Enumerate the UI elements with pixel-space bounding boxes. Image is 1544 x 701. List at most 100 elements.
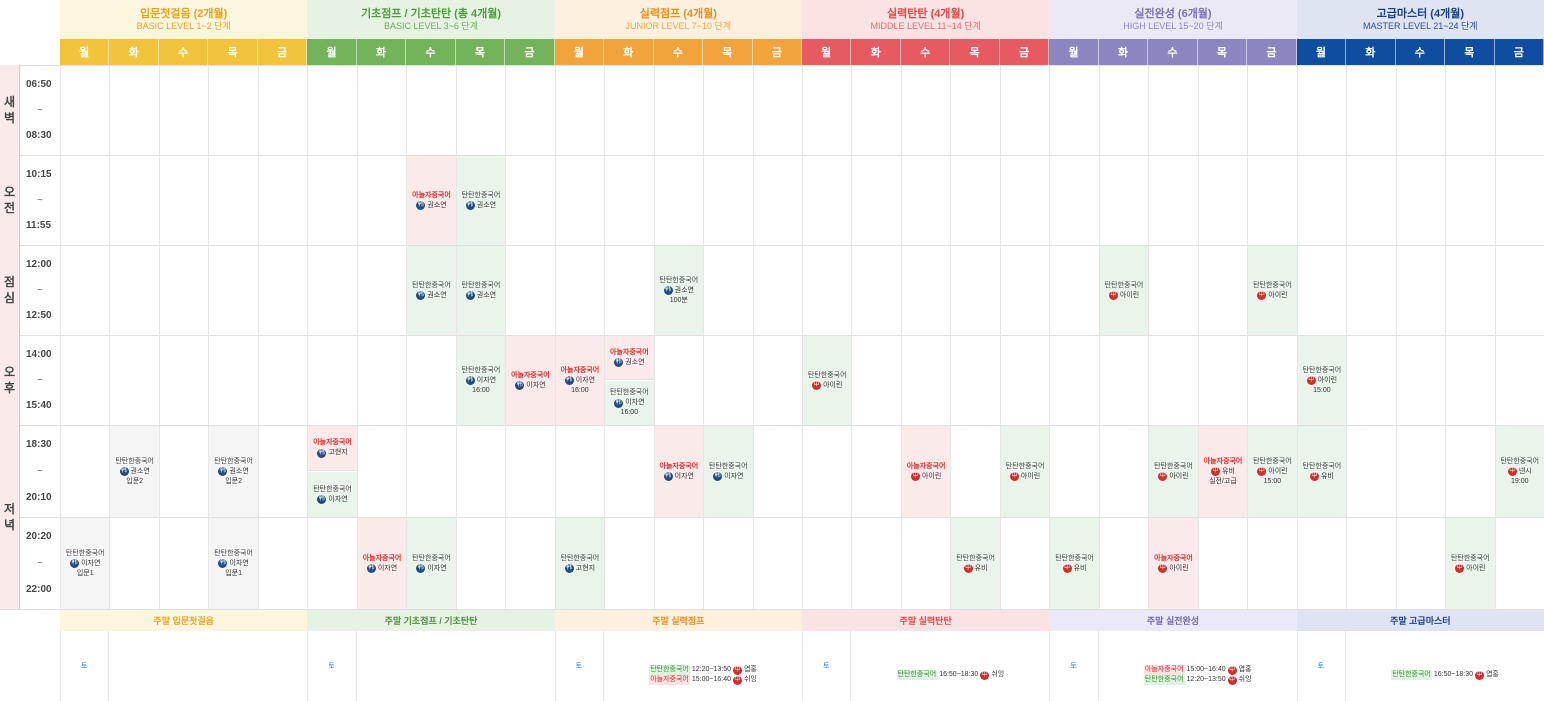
teacher-badge-icon: 韩	[317, 448, 327, 458]
row-divider	[0, 155, 1544, 156]
class-cell[interactable]: 탄탄한중국어 中 아이린 15:00	[1297, 336, 1347, 425]
class-cell[interactable]: 아놀자중국어 韩 이자연	[654, 426, 704, 517]
teacher-name: 이자연	[328, 495, 348, 503]
row-divider	[0, 65, 1544, 66]
class-cell[interactable]: 탄탄한중국어 韩 권소연 입문2	[209, 426, 258, 517]
teacher-row: 韩 권소연	[465, 291, 496, 301]
class-cell[interactable]: 탄탄한중국어 韩 권소연 100분	[654, 246, 704, 335]
class-name: 탄탄한중국어	[1104, 281, 1144, 289]
column-divider	[950, 65, 952, 609]
class-name: 탄탄한중국어	[610, 389, 649, 396]
class-cell[interactable]: 탄탄한중국어 中 아이린 15:00	[1248, 426, 1297, 517]
teacher-badge-icon: 中	[980, 670, 990, 680]
time-sep: ~	[37, 374, 43, 386]
class-note: 16:00	[620, 409, 639, 416]
column-divider	[257, 65, 259, 609]
column-divider	[455, 65, 457, 609]
teacher-badge-icon: 韩	[515, 381, 525, 390]
weekend-slot-list: 아놀자중국어 15:00~16:40 中 엽홍 탄탄한중국어 12:20~13:50 中 쉬잉	[1099, 649, 1297, 701]
class-cell[interactable]: 아놀자중국어 中 유비 실전/고급	[1198, 426, 1248, 517]
class-cell[interactable]: 탄탄한중국어 韩 이자연	[308, 472, 357, 517]
day-header: 금	[999, 39, 1050, 65]
day-header: 화	[604, 39, 654, 65]
class-name: 탄탄한중국어	[461, 191, 501, 199]
class-cell[interactable]: 탄탄한중국어 韩 이자연	[704, 426, 753, 517]
teacher-badge-icon: 韩	[416, 564, 426, 573]
time-group-label: 새 벽	[0, 65, 20, 155]
teacher-badge-icon: 中	[812, 381, 822, 390]
level-title: 기초점프 / 기초탄탄 (총 4개월)	[360, 7, 502, 20]
class-cell[interactable]: 탄탄한중국어 韩 권소연	[456, 156, 506, 245]
teacher-name: 이자연	[229, 559, 249, 567]
class-cell[interactable]: 탄탄한중국어 中 유비	[1297, 426, 1347, 517]
teacher-name: 유비	[1320, 472, 1334, 480]
weekend-class[interactable]: 아놀자중국어 15:00~16:40 中 쉬잉	[649, 675, 757, 685]
class-cell[interactable]: 탄탄한중국어 韩 권소연	[407, 246, 456, 335]
class-cell[interactable]: 탄탄한중국어 韩 권소연	[456, 246, 506, 335]
class-cell[interactable]: 탄탄한중국어 韩 고현지	[555, 518, 605, 609]
time-start: 14:00	[26, 349, 52, 360]
weekend-class-time: 12:20~13:50	[691, 666, 731, 673]
class-cell[interactable]: 탄탄한중국어 中 아이린	[803, 336, 852, 425]
class-cell[interactable]: 아놀자중국어 韩 이자연	[506, 336, 555, 425]
weekend-class[interactable]: 탄탄한중국어 12:20~13:50 中 엽홍	[649, 665, 757, 675]
class-cell[interactable]: 아놀자중국어 韩 권소연	[605, 336, 654, 380]
weekend-class[interactable]: 탄탄한중국어 16:50~18:30 中 쉬잉	[896, 670, 1004, 680]
time-slot: 10:15 ~11:55	[20, 155, 60, 245]
class-cell[interactable]: 탄탄한중국어 中 넨시 19:00	[1495, 426, 1544, 517]
class-cell[interactable]: 탄탄한중국어 韩 이자연 입문1	[61, 518, 110, 609]
class-cell[interactable]: 탄탄한중국어 中 아이린	[1000, 426, 1050, 517]
class-note: 입문1	[76, 569, 94, 577]
class-cell[interactable]: 탄탄한중국어 韩 권소연 입문2	[110, 426, 159, 517]
class-cell[interactable]: 아놀자중국어 韩 권소연	[407, 156, 456, 245]
teacher-row: 中 아이린	[1158, 564, 1189, 574]
class-cell[interactable]: 아놀자중국어 韩 이자연 16:00	[555, 336, 605, 425]
class-cell[interactable]: 아놀자중국어 中 아이린	[901, 426, 951, 517]
weekend-slot-list: 탄탄한중국어 12:20~13:50 中 엽홍 아놀자중국어 15:00~16:40 中 쉬잉	[604, 649, 802, 701]
weekend-class[interactable]: 탄탄한중국어 16:50~18:30 中 엽홍	[1391, 670, 1499, 680]
level-subtitle: HIGH LEVEL 15~20 단계	[1123, 20, 1223, 31]
class-cell[interactable]: 아놀자중국어 韩 고현지	[308, 426, 357, 471]
teacher-name: 이자연	[724, 472, 744, 480]
time-slot: 12:00 ~12:50	[20, 245, 60, 335]
weekend-class-time: 15:00~16:40	[1186, 666, 1226, 673]
class-name: 아놀자중국어	[362, 554, 402, 562]
column-divider	[60, 631, 61, 701]
class-name: 탄탄한중국어	[214, 549, 253, 557]
time-end: 11:55	[26, 220, 52, 231]
teacher-name: 이자연	[377, 564, 398, 572]
class-cell[interactable]: 아놀자중국어 韩 이자연	[357, 518, 407, 609]
column-divider	[356, 65, 358, 609]
teacher-name: 아이린	[921, 472, 942, 480]
time-group-label: 저 녁	[0, 425, 20, 609]
class-cell[interactable]: 탄탄한중국어 韩 이자연	[407, 518, 456, 609]
class-name: 아놀자중국어	[1203, 457, 1243, 465]
teacher-badge-icon: 中	[963, 564, 973, 573]
weekend-header: 주말 기초점프 / 기초탄탄	[307, 609, 555, 631]
column-divider	[1049, 631, 1051, 701]
class-note: 100분	[669, 296, 688, 304]
class-cell[interactable]: 탄탄한중국어 韩 이자연 입문1	[209, 518, 258, 609]
class-cell[interactable]: 탄탄한중국어 中 유비	[1050, 518, 1099, 609]
class-cell[interactable]: 탄탄한중국어 中 아이린	[1149, 426, 1198, 517]
class-cell[interactable]: 탄탄한중국어 中 아이린	[1248, 246, 1297, 335]
weekend-class[interactable]: 탄탄한중국어 12:20~13:50 中 쉬잉	[1143, 675, 1252, 685]
day-header: 목	[208, 39, 258, 65]
class-note: 16:00	[472, 386, 490, 394]
class-cell[interactable]: 탄탄한중국어 中 아이린	[1099, 246, 1149, 335]
class-cell[interactable]: 탄탄한중국어 韩 이자연 16:00	[605, 381, 654, 425]
class-cell[interactable]: 탄탄한중국어 韩 이자연 16:00	[456, 336, 506, 425]
teacher-badge-icon: 中	[1474, 670, 1484, 680]
time-sep: ~	[37, 557, 43, 569]
teacher-name: 권소연	[427, 201, 447, 209]
weekend-class[interactable]: 아놀자중국어 15:00~16:40 中 엽홍	[1143, 665, 1252, 675]
class-cell[interactable]: 아놀자중국어 中 아이린	[1149, 518, 1198, 609]
teacher-row: 韩 권소연	[614, 358, 645, 368]
class-cell[interactable]: 탄탄한중국어 中 아이린	[1446, 518, 1495, 609]
class-name: 아놀자중국어	[906, 462, 946, 470]
teacher-name: 아이린	[1268, 467, 1288, 475]
teacher-name: 권소연	[130, 467, 150, 475]
time-slot: 06:50 ~08:30	[20, 65, 60, 155]
class-cell[interactable]: 탄탄한중국어 中 유비	[951, 518, 1000, 609]
